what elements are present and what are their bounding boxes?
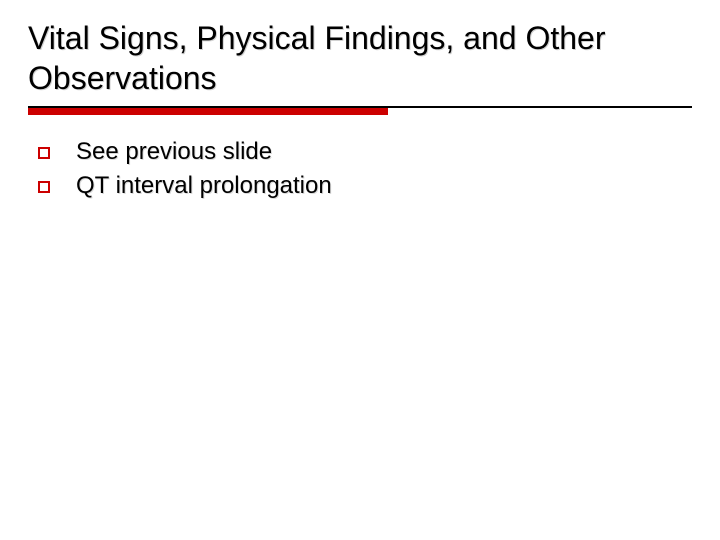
slide-title: Vital Signs, Physical Findings, and Othe… <box>28 18 692 98</box>
list-item: See previous slide <box>38 138 692 166</box>
slide: Vital Signs, Physical Findings, and Othe… <box>0 0 720 540</box>
title-underline <box>28 106 692 114</box>
square-bullet-icon <box>38 181 50 193</box>
list-item: QT interval prolongation <box>38 172 692 200</box>
underline-thick <box>28 108 388 115</box>
bullet-text: QT interval prolongation <box>76 172 332 200</box>
bullet-list: See previous slide QT interval prolongat… <box>38 138 692 200</box>
square-bullet-icon <box>38 147 50 159</box>
bullet-text: See previous slide <box>76 138 272 166</box>
